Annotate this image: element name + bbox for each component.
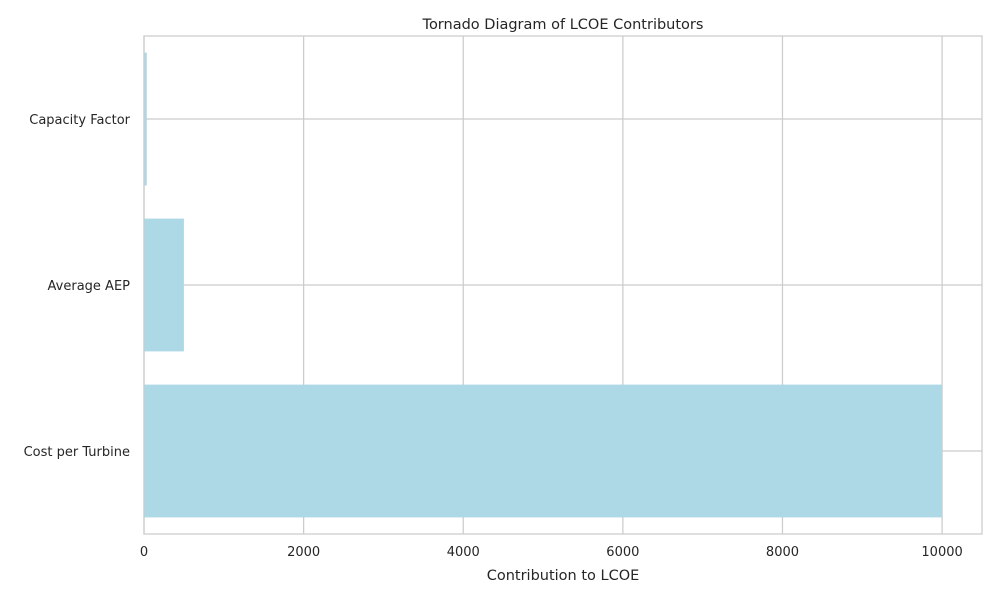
x-tick-label: 8000 [766,545,799,560]
x-tick-label: 4000 [447,545,480,560]
chart-title: Tornado Diagram of LCOE Contributors [422,17,704,33]
bar-average-aep [144,218,184,352]
bar-cost-per-turbine [144,384,943,518]
bar-layer [144,52,943,518]
y-tick-label: Cost per Turbine [24,445,130,460]
y-tick-label: Capacity Factor [29,113,130,128]
x-tick-label: 10000 [921,545,962,560]
x-tick-label: 0 [140,545,148,560]
bar-capacity-factor [144,52,147,186]
x-tick-label: 2000 [287,545,320,560]
x-tick-labels: 0 2000 4000 6000 8000 10000 [140,545,963,560]
x-axis-label: Contribution to LCOE [487,568,640,584]
x-tick-label: 6000 [606,545,639,560]
y-tick-label: Average AEP [48,279,131,294]
y-tick-labels: Capacity Factor Average AEP Cost per Turbi… [24,113,131,460]
plot-frame [143,35,983,535]
